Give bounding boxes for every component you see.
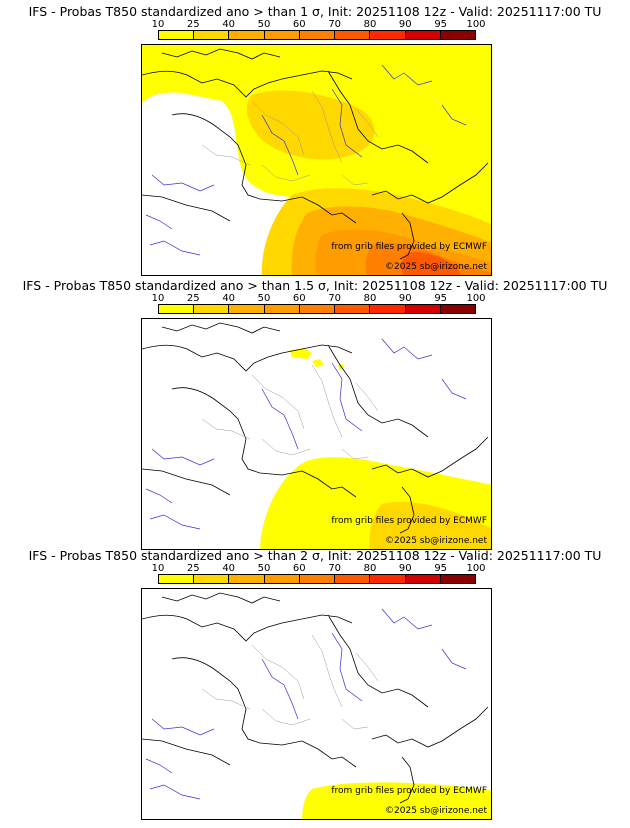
scale-segment	[159, 31, 195, 39]
scale-label: 60	[292, 293, 306, 304]
scale-label: 100	[466, 563, 486, 574]
map-borders	[142, 322, 489, 534]
map-region-lines	[201, 90, 379, 186]
scale-label: 80	[363, 563, 377, 574]
scale-segment	[335, 31, 371, 39]
prob-field-70	[401, 252, 461, 275]
map-rivers	[145, 338, 467, 530]
panel-title: IFS - Probas T850 standardized ano > tha…	[28, 4, 602, 19]
credit-copyright: ©2025 sb@irizone.net	[385, 262, 487, 272]
scale-label: 100	[466, 293, 486, 304]
scale-segment	[440, 575, 475, 583]
prob-field-10-patch	[290, 348, 312, 359]
scale-segment	[229, 575, 265, 583]
scale-segment	[229, 31, 265, 39]
panel-title: IFS - Probas T850 standardized ano > tha…	[28, 548, 602, 563]
prob-field-10-patch-small	[312, 359, 324, 367]
color-scale-labels: 10 25 40 50 60 70 80 90 95 100	[152, 293, 486, 305]
scale-label: 80	[363, 19, 377, 30]
credit-copyright: ©2025 sb@irizone.net	[385, 536, 487, 546]
color-scale-bar	[158, 574, 476, 584]
scale-segment	[159, 305, 195, 313]
scale-label: 60	[292, 19, 306, 30]
prob-field-10-south	[302, 782, 491, 819]
panel-sigma-2: IFS - Probas T850 standardized ano > tha…	[0, 548, 630, 820]
scale-label: 10	[151, 293, 165, 304]
scale-label: 25	[186, 19, 200, 30]
probability-map: from grib files provided by ECMWF ©2025 …	[141, 318, 492, 550]
scale-label: 70	[328, 293, 342, 304]
scale-segment	[335, 575, 371, 583]
map-canvas	[142, 322, 491, 549]
scale-label: 10	[151, 19, 165, 30]
credit-source: from grib files provided by ECMWF	[331, 786, 487, 796]
scale-label: 50	[257, 19, 271, 30]
probability-map: from grib files provided by ECMWF ©2025 …	[141, 44, 492, 276]
color-scale-bar	[158, 30, 476, 40]
scale-label: 40	[222, 563, 236, 574]
map-region-lines	[201, 634, 379, 730]
scale-label: 25	[186, 563, 200, 574]
scale-segment	[370, 305, 406, 313]
scale-segment	[229, 305, 265, 313]
scale-label: 10	[151, 563, 165, 574]
scale-segment	[264, 31, 300, 39]
credit-copyright: ©2025 sb@irizone.net	[385, 806, 487, 816]
scale-label: 90	[398, 293, 412, 304]
scale-segment	[440, 305, 475, 313]
scale-segment	[194, 31, 230, 39]
scale-segment	[335, 305, 371, 313]
scale-segment	[299, 31, 336, 39]
color-scale-labels: 10 25 40 50 60 70 80 90 95 100	[152, 563, 486, 575]
scale-segment	[299, 305, 336, 313]
scale-segment	[405, 31, 441, 39]
scale-label: 95	[434, 293, 448, 304]
scale-label: 40	[222, 19, 236, 30]
credit-source: from grib files provided by ECMWF	[331, 516, 487, 526]
color-scale-bar	[158, 304, 476, 314]
scale-label: 95	[434, 563, 448, 574]
scale-segment	[264, 575, 300, 583]
scale-label: 95	[434, 19, 448, 30]
scale-segment	[159, 575, 195, 583]
prob-field-25-north	[246, 90, 375, 160]
scale-segment	[264, 305, 300, 313]
scale-label: 40	[222, 293, 236, 304]
map-canvas	[142, 592, 491, 819]
scale-segment	[299, 575, 336, 583]
scale-label: 25	[186, 293, 200, 304]
map-rivers	[145, 608, 467, 800]
prob-field-25	[369, 502, 491, 549]
scale-segment	[194, 305, 230, 313]
panel-sigma-1: IFS - Probas T850 standardized ano > tha…	[0, 4, 630, 276]
probability-map: from grib files provided by ECMWF ©2025 …	[141, 588, 492, 820]
scale-segment	[194, 575, 230, 583]
map-borders	[142, 48, 489, 260]
scale-label: 90	[398, 19, 412, 30]
scale-segment	[405, 575, 441, 583]
scale-label: 90	[398, 563, 412, 574]
panel-sigma-1-5: IFS - Probas T850 standardized ano > tha…	[0, 278, 630, 550]
scale-segment	[370, 31, 406, 39]
scale-segment	[440, 31, 475, 39]
scale-label: 70	[328, 563, 342, 574]
scale-label: 60	[292, 563, 306, 574]
map-region-lines	[201, 364, 379, 460]
scale-label: 50	[257, 293, 271, 304]
map-borders	[142, 592, 489, 804]
color-scale-labels: 10 25 40 50 60 70 80 90 95 100	[152, 19, 486, 31]
scale-label: 50	[257, 563, 271, 574]
scale-label: 80	[363, 293, 377, 304]
panel-title: IFS - Probas T850 standardized ano > tha…	[22, 278, 608, 293]
map-canvas	[142, 45, 491, 275]
credit-source: from grib files provided by ECMWF	[331, 242, 487, 252]
scale-segment	[370, 575, 406, 583]
map-rivers	[145, 64, 467, 256]
scale-label: 100	[466, 19, 486, 30]
scale-label: 70	[328, 19, 342, 30]
scale-segment	[405, 305, 441, 313]
land-unshaded-iberia	[142, 157, 237, 275]
